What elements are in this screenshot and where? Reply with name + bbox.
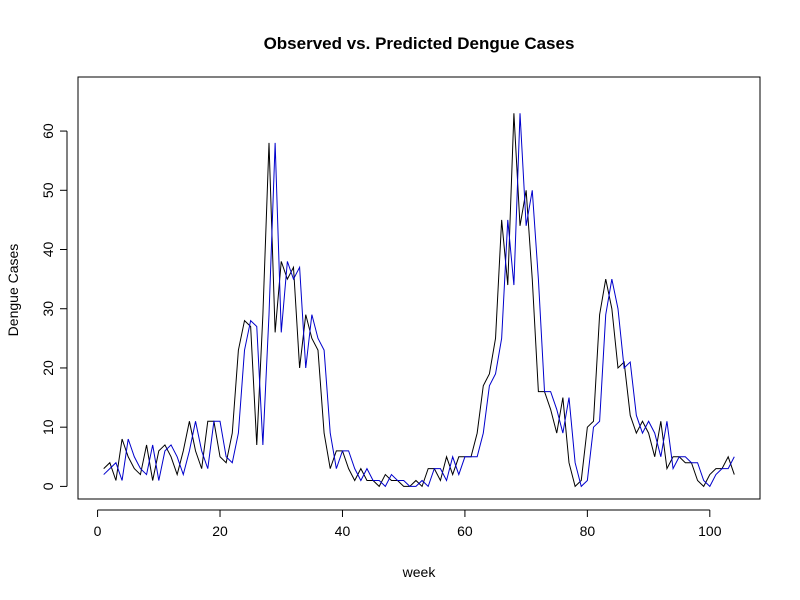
x-tick-label: 20 bbox=[212, 523, 228, 539]
x-axis-ticks: 0 20 40 60 80 100 bbox=[94, 510, 722, 539]
chart-title: Observed vs. Predicted Dengue Cases bbox=[264, 34, 575, 53]
x-tick-label: 80 bbox=[580, 523, 596, 539]
plot-frame bbox=[77, 76, 761, 500]
y-tick-label: 40 bbox=[40, 242, 56, 258]
y-tick-label: 0 bbox=[40, 482, 56, 490]
y-axis-ticks: 0 10 20 30 40 50 60 bbox=[40, 123, 67, 490]
x-tick-label: 0 bbox=[94, 523, 102, 539]
y-tick-label: 30 bbox=[40, 301, 56, 317]
y-tick-label: 50 bbox=[40, 182, 56, 198]
series-line-1 bbox=[103, 113, 735, 488]
series-group bbox=[103, 113, 735, 488]
y-tick-label: 20 bbox=[40, 360, 56, 376]
series-line-2 bbox=[103, 113, 735, 488]
x-tick-label: 100 bbox=[698, 523, 722, 539]
y-tick-label: 60 bbox=[40, 123, 56, 139]
y-tick-label: 10 bbox=[40, 419, 56, 435]
x-tick-label: 60 bbox=[457, 523, 473, 539]
x-axis-label: week bbox=[402, 564, 437, 580]
y-axis-label: Dengue Cases bbox=[5, 244, 21, 337]
x-tick-label: 40 bbox=[335, 523, 351, 539]
